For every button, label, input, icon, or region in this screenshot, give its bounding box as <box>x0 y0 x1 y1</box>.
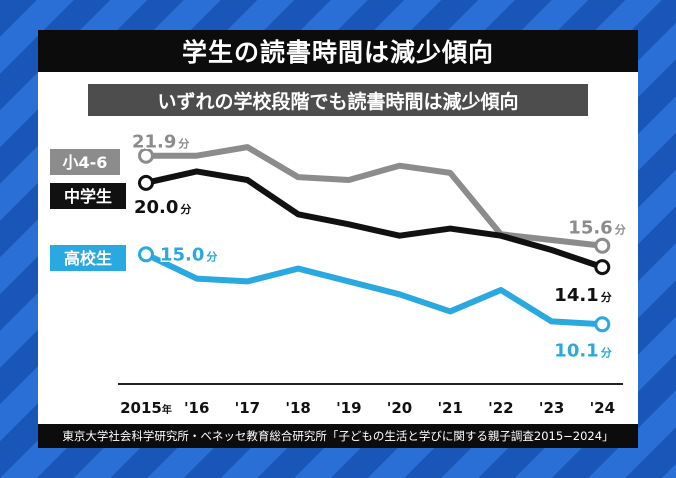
data-point-junior <box>138 174 154 191</box>
series-line-junior <box>143 168 606 271</box>
data-label-elementary: 21.9 分 <box>132 132 189 153</box>
series-line-elementary <box>143 144 606 249</box>
data-point-elementary <box>138 147 154 164</box>
chart-title: 学生の読書時間は減少傾向 <box>38 30 638 72</box>
series-line-high <box>143 251 606 328</box>
x-tick-label: '20 <box>387 399 412 417</box>
x-tick-label: '19 <box>336 399 361 417</box>
x-tick-label: '17 <box>235 399 260 417</box>
x-tick-label: '23 <box>539 399 564 417</box>
x-tick-label: '22 <box>488 399 513 417</box>
data-label-high: 10.1 分 <box>554 340 611 361</box>
x-tick-label: '21 <box>437 399 462 417</box>
line-chart: 2015年 '16 '17 '18 '19 '20 '21 '22 '23 '24 小4-6 中学生高… <box>50 130 627 417</box>
chart-panel: いずれの学校段階でも読書時間は減少傾向 2015年 '16 '17 '18 '19 '20… <box>38 72 638 424</box>
x-tick-label: 2015年 <box>120 399 172 417</box>
legend-box-high <box>50 245 126 271</box>
legend-label-elementary: 小4-6 <box>63 153 108 172</box>
legend-label-high: 高校生 <box>64 249 112 268</box>
legend-box-elementary <box>50 149 120 175</box>
legend-box-junior <box>50 183 126 209</box>
legend-label-junior: 中学生 <box>64 187 112 206</box>
data-point-high <box>594 316 611 333</box>
data-label-high: 15.0 分 <box>160 244 217 265</box>
data-label-junior: 14.1 分 <box>554 285 611 306</box>
x-tick-label: '24 <box>590 399 615 417</box>
x-tick-label: '16 <box>184 399 209 417</box>
data-point-elementary <box>594 237 611 254</box>
data-label-junior: 20.0 分 <box>134 197 191 218</box>
chart-subtitle: いずれの学校段階でも読書時間は減少傾向 <box>88 84 588 116</box>
source-caption: 東京大学社会科学研究所・ベネッセ教育総合研究所「子どもの生活と学びに関する親子調… <box>38 424 638 448</box>
data-point-high <box>138 246 154 263</box>
x-tick-label: '18 <box>285 399 310 417</box>
data-label-elementary: 15.6 分 <box>568 218 625 239</box>
data-point-junior <box>594 259 611 276</box>
